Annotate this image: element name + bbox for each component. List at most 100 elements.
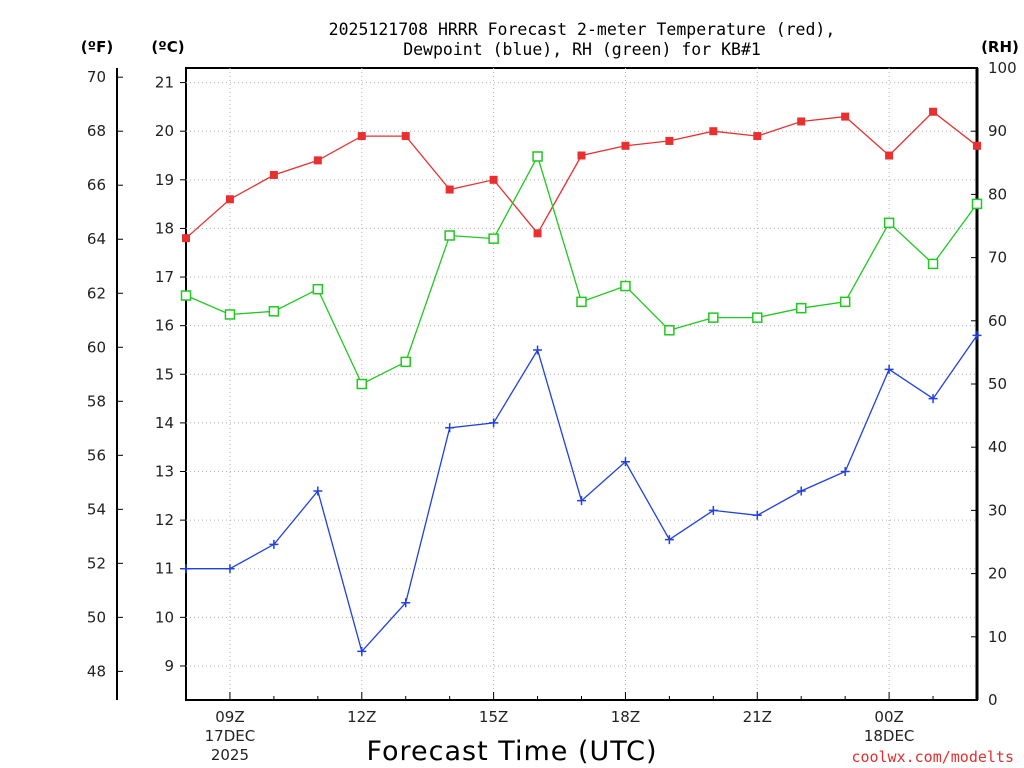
- data-point-marker: [708, 505, 718, 515]
- data-point-marker: [839, 296, 851, 308]
- celsius-tick-label: 15: [155, 365, 174, 383]
- time-tick-label: 12Z: [347, 708, 376, 726]
- celsius-tick-label: 19: [155, 171, 174, 189]
- data-point-marker: [927, 258, 939, 270]
- data-point-marker: [752, 510, 762, 520]
- celsius-tick-label: 20: [155, 122, 174, 140]
- data-point-marker: [180, 290, 192, 301]
- data-point-marker: [620, 457, 630, 467]
- fahrenheit-tick-label: 60: [87, 338, 106, 356]
- fahrenheit-axis-unit: (ºF): [81, 38, 113, 56]
- celsius-tick-label: 11: [155, 560, 174, 578]
- data-point-marker: [181, 564, 191, 574]
- celsius-tick-label: 12: [155, 511, 174, 529]
- rh-tick-label: 30: [988, 501, 1007, 519]
- celsius-tick-label: 16: [155, 317, 174, 335]
- series-dewpoint: [181, 330, 982, 656]
- data-point-marker: [665, 136, 674, 145]
- data-point-marker: [182, 234, 190, 243]
- fahrenheit-tick-label: 66: [87, 176, 106, 194]
- data-point-marker: [576, 296, 587, 308]
- time-tick-label: 18DEC: [864, 727, 915, 745]
- data-point-marker: [885, 151, 894, 160]
- data-point-marker: [971, 198, 983, 210]
- celsius-tick-label: 18: [155, 219, 174, 237]
- rh-axis: 0 10 20 30 40 50 60 70 80 90 100: [971, 59, 1017, 709]
- fahrenheit-tick-label: 56: [87, 446, 106, 464]
- celsius-tick-label: 21: [155, 74, 174, 92]
- grid-lines: [186, 68, 977, 700]
- data-point-marker: [269, 170, 278, 179]
- fahrenheit-axis: 48 50 52 54 56 58 60 62 64 66 68 70: [87, 68, 123, 680]
- rh-tick-label: 60: [988, 312, 1007, 330]
- data-point-marker: [840, 467, 850, 477]
- data-point-marker: [533, 345, 543, 355]
- time-tick-label: 17DEC: [205, 727, 256, 745]
- rh-tick-label: 90: [988, 122, 1007, 140]
- data-point-marker: [532, 151, 543, 162]
- celsius-tick-label: 14: [155, 414, 174, 432]
- data-point-marker: [225, 564, 235, 574]
- data-point-marker: [884, 364, 894, 374]
- celsius-tick-label: 10: [155, 608, 174, 626]
- plot-area-frame: [185, 67, 978, 701]
- data-point-marker: [444, 230, 455, 241]
- time-tick-label: 21Z: [743, 708, 772, 726]
- fahrenheit-tick-label: 62: [87, 284, 106, 302]
- series-temperature: [182, 107, 981, 243]
- fahrenheit-tick-label: 48: [87, 662, 106, 680]
- data-point-marker: [312, 283, 324, 295]
- series-line: [185, 154, 978, 385]
- chart-title: 2025121708 HRRR Forecast 2-meter Tempera…: [329, 20, 836, 59]
- data-point-marker: [489, 175, 498, 184]
- data-point-marker: [533, 229, 542, 238]
- fahrenheit-tick-label: 58: [87, 392, 106, 410]
- time-tick-label: 15Z: [479, 708, 508, 726]
- data-point-marker: [445, 423, 455, 433]
- rh-tick-label: 100: [988, 59, 1017, 77]
- celsius-axis-unit: (ºC): [151, 38, 184, 56]
- rh-tick-label: 40: [988, 438, 1007, 456]
- data-point-marker: [401, 598, 411, 608]
- data-point-marker: [929, 107, 938, 116]
- data-point-marker: [577, 496, 586, 506]
- rh-axis-unit: (RH): [981, 38, 1019, 56]
- data-point-marker: [313, 486, 323, 496]
- data-point-marker: [883, 217, 895, 229]
- data-point-marker: [577, 151, 586, 160]
- data-point-marker: [488, 233, 499, 244]
- fahrenheit-tick-label: 50: [87, 608, 106, 626]
- data-point-marker: [796, 486, 806, 496]
- data-point-marker: [445, 185, 454, 194]
- series-layer: [180, 107, 983, 656]
- data-point-marker: [795, 302, 807, 314]
- data-point-marker: [753, 132, 762, 141]
- data-point-marker: [356, 378, 368, 390]
- chart-title-line-2: Dewpoint (blue), RH (green) for KB#1: [403, 40, 761, 59]
- series-line: [186, 335, 978, 653]
- fahrenheit-tick-label: 70: [87, 68, 106, 86]
- rh-tick-label: 50: [988, 375, 1007, 393]
- rh-tick-label: 20: [988, 565, 1007, 583]
- time-tick-label: 2025: [211, 746, 249, 764]
- data-point-marker: [928, 394, 938, 404]
- data-point-marker: [225, 195, 234, 204]
- data-point-marker: [489, 418, 499, 428]
- data-point-marker: [797, 117, 806, 126]
- celsius-axis: 9 10 11 12 13 14 15 16 17 18 19 20 21: [155, 74, 186, 675]
- fahrenheit-tick-label: 54: [87, 500, 106, 518]
- celsius-tick-label: 17: [155, 268, 174, 286]
- chart-title-line-1: 2025121708 HRRR Forecast 2-meter Tempera…: [329, 20, 836, 39]
- x-axis-title: Forecast Time (UTC): [366, 736, 657, 767]
- data-point-marker: [972, 330, 982, 340]
- rh-tick-label: 70: [988, 249, 1007, 267]
- rh-tick-label: 80: [988, 185, 1007, 203]
- rh-tick-label: 0: [988, 691, 998, 709]
- data-point-marker: [841, 112, 850, 121]
- data-point-marker: [357, 132, 366, 141]
- celsius-tick-label: 9: [164, 657, 174, 675]
- data-point-marker: [621, 141, 630, 150]
- data-point-marker: [664, 325, 675, 336]
- data-point-marker: [973, 141, 981, 150]
